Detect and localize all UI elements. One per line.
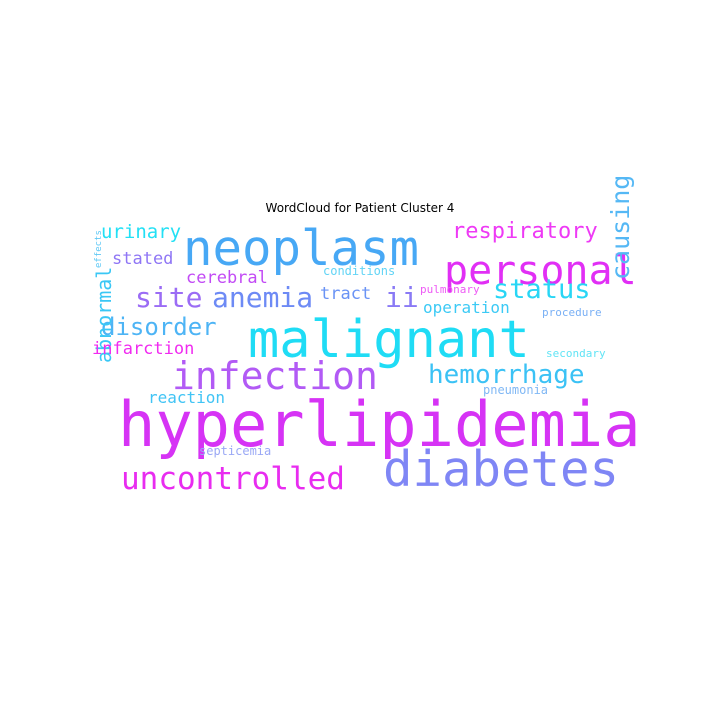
- word-uncontrolled: uncontrolled: [121, 461, 345, 497]
- word-diabetes: diabetes: [383, 441, 619, 498]
- word-infarction: infarction: [92, 339, 194, 359]
- word-tract: tract: [320, 284, 371, 304]
- word-stated: stated: [112, 249, 173, 269]
- word-causing: causing: [606, 175, 635, 280]
- word-cerebral: cerebral: [186, 268, 268, 288]
- chart-title: WordCloud for Patient Cluster 4: [265, 201, 455, 215]
- word-effects: effects: [94, 230, 104, 268]
- word-hyperlipidemia: hyperlipidemia: [118, 388, 641, 461]
- word-hemorrhage: hemorrhage: [428, 360, 585, 390]
- word-personal: personal: [444, 248, 637, 294]
- word-neoplasm: neoplasm: [183, 220, 419, 277]
- word-abnormal: abnormal: [92, 267, 116, 363]
- word-secondary: secondary: [546, 347, 606, 360]
- word-procedure: procedure: [542, 306, 602, 319]
- word-conditions: conditions: [323, 264, 395, 278]
- word-respiratory: respiratory: [452, 219, 598, 244]
- word-infection: infection: [172, 354, 378, 398]
- word-status: status: [493, 274, 591, 305]
- word-pneumonia: pneumonia: [483, 383, 548, 397]
- word-disorder: disorder: [101, 313, 217, 341]
- word-operation: operation: [423, 298, 510, 317]
- word-ii: ii: [385, 281, 419, 314]
- word-site: site: [135, 281, 202, 314]
- word-septicemia: septicemia: [199, 444, 271, 458]
- word-urinary: urinary: [101, 221, 181, 243]
- word-malignant: malignant: [248, 310, 530, 370]
- word-anemia: anemia: [212, 281, 313, 314]
- word-reaction: reaction: [148, 388, 225, 407]
- word-pulmonary: pulmonary: [420, 283, 480, 296]
